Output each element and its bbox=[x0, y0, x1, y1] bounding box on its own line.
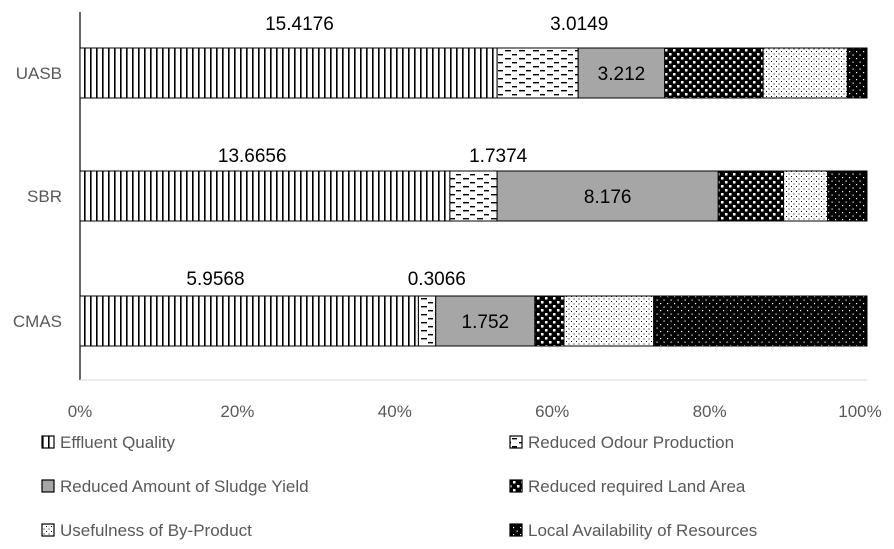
bar-segment-cmas-series-1 bbox=[417, 295, 437, 347]
data-label-uasb-series-0: 15.4176 bbox=[265, 14, 334, 35]
data-label-uasb-series-2: 3.212 bbox=[598, 64, 646, 85]
bar-segment-uasb-series-1 bbox=[496, 47, 579, 99]
legend-swatch-series-4 bbox=[41, 523, 55, 537]
data-label-sbr-series-0: 13.6656 bbox=[218, 146, 287, 167]
data-label-sbr-series-1: 1.7374 bbox=[469, 146, 528, 167]
legend-label-series-5: Local Availability of Resources bbox=[528, 521, 757, 540]
bar-segment-cmas-series-0 bbox=[79, 295, 419, 347]
bar-segment-cmas-series-4 bbox=[563, 295, 655, 347]
legend-swatch-series-0 bbox=[41, 435, 55, 449]
legend-label-series-4: Usefulness of By-Product bbox=[60, 521, 252, 540]
bar-segment-sbr-series-5 bbox=[827, 170, 868, 222]
data-label-uasb-series-1: 3.0149 bbox=[550, 14, 608, 35]
legend-label-series-2: Reduced Amount of Sludge Yield bbox=[60, 477, 309, 496]
data-label-background bbox=[568, 181, 647, 211]
data-label-sbr-series-2: 8.176 bbox=[584, 187, 632, 208]
data-label-cmas-series-2: 1.752 bbox=[462, 312, 510, 333]
bar-segment-cmas-series-5 bbox=[653, 295, 868, 347]
bars-layer: 15.4176 3.0149 3.212 13.6656 1.7374 8.176 5.95… bbox=[79, 14, 868, 347]
legend-label-series-1: Reduced Odour Production bbox=[528, 433, 734, 452]
bar-segment-cmas-series-3 bbox=[534, 295, 565, 347]
bar-segment-sbr-series-0 bbox=[79, 170, 451, 222]
x-tick-label: 100% bbox=[838, 402, 881, 421]
legend-swatch-series-2 bbox=[41, 479, 55, 493]
bar-segment-uasb-series-4 bbox=[762, 47, 848, 99]
category-label-uasb: UASB bbox=[16, 64, 62, 83]
x-tick-label: 0% bbox=[68, 402, 93, 421]
x-tick-label: 40% bbox=[378, 402, 412, 421]
legend-swatch-series-1 bbox=[509, 435, 523, 449]
bar-segment-uasb-series-0 bbox=[79, 47, 498, 99]
bar-segment-uasb-series-5 bbox=[846, 47, 868, 99]
bar-segment-uasb-series-3 bbox=[664, 47, 764, 99]
legend-swatch-series-3 bbox=[509, 479, 523, 493]
bar-segment-sbr-series-1 bbox=[449, 170, 498, 222]
bar-segment-sbr-series-3 bbox=[717, 170, 785, 222]
x-tick-labels: 0% 20% 40% 60% 80% 100% bbox=[68, 402, 882, 421]
data-label-cmas-series-0: 5.9568 bbox=[186, 269, 244, 290]
legend-label-series-0: Effluent Quality bbox=[60, 433, 175, 452]
category-label-cmas: CMAS bbox=[13, 312, 62, 331]
x-tick-label: 20% bbox=[220, 402, 254, 421]
data-label-background bbox=[582, 58, 661, 88]
legend: Effluent Quality Reduced Odour Production… bbox=[41, 433, 757, 540]
category-label-sbr: SBR bbox=[27, 187, 62, 206]
category-labels: UASB SBR CMAS bbox=[13, 64, 62, 331]
legend-swatch-series-5 bbox=[509, 523, 523, 537]
x-tick-label: 60% bbox=[535, 402, 569, 421]
data-label-cmas-series-1: 0.3066 bbox=[408, 269, 466, 290]
x-tick-label: 80% bbox=[693, 402, 727, 421]
data-label-background bbox=[446, 306, 525, 336]
bar-segment-sbr-series-4 bbox=[783, 170, 829, 222]
legend-label-series-3: Reduced required Land Area bbox=[528, 477, 746, 496]
